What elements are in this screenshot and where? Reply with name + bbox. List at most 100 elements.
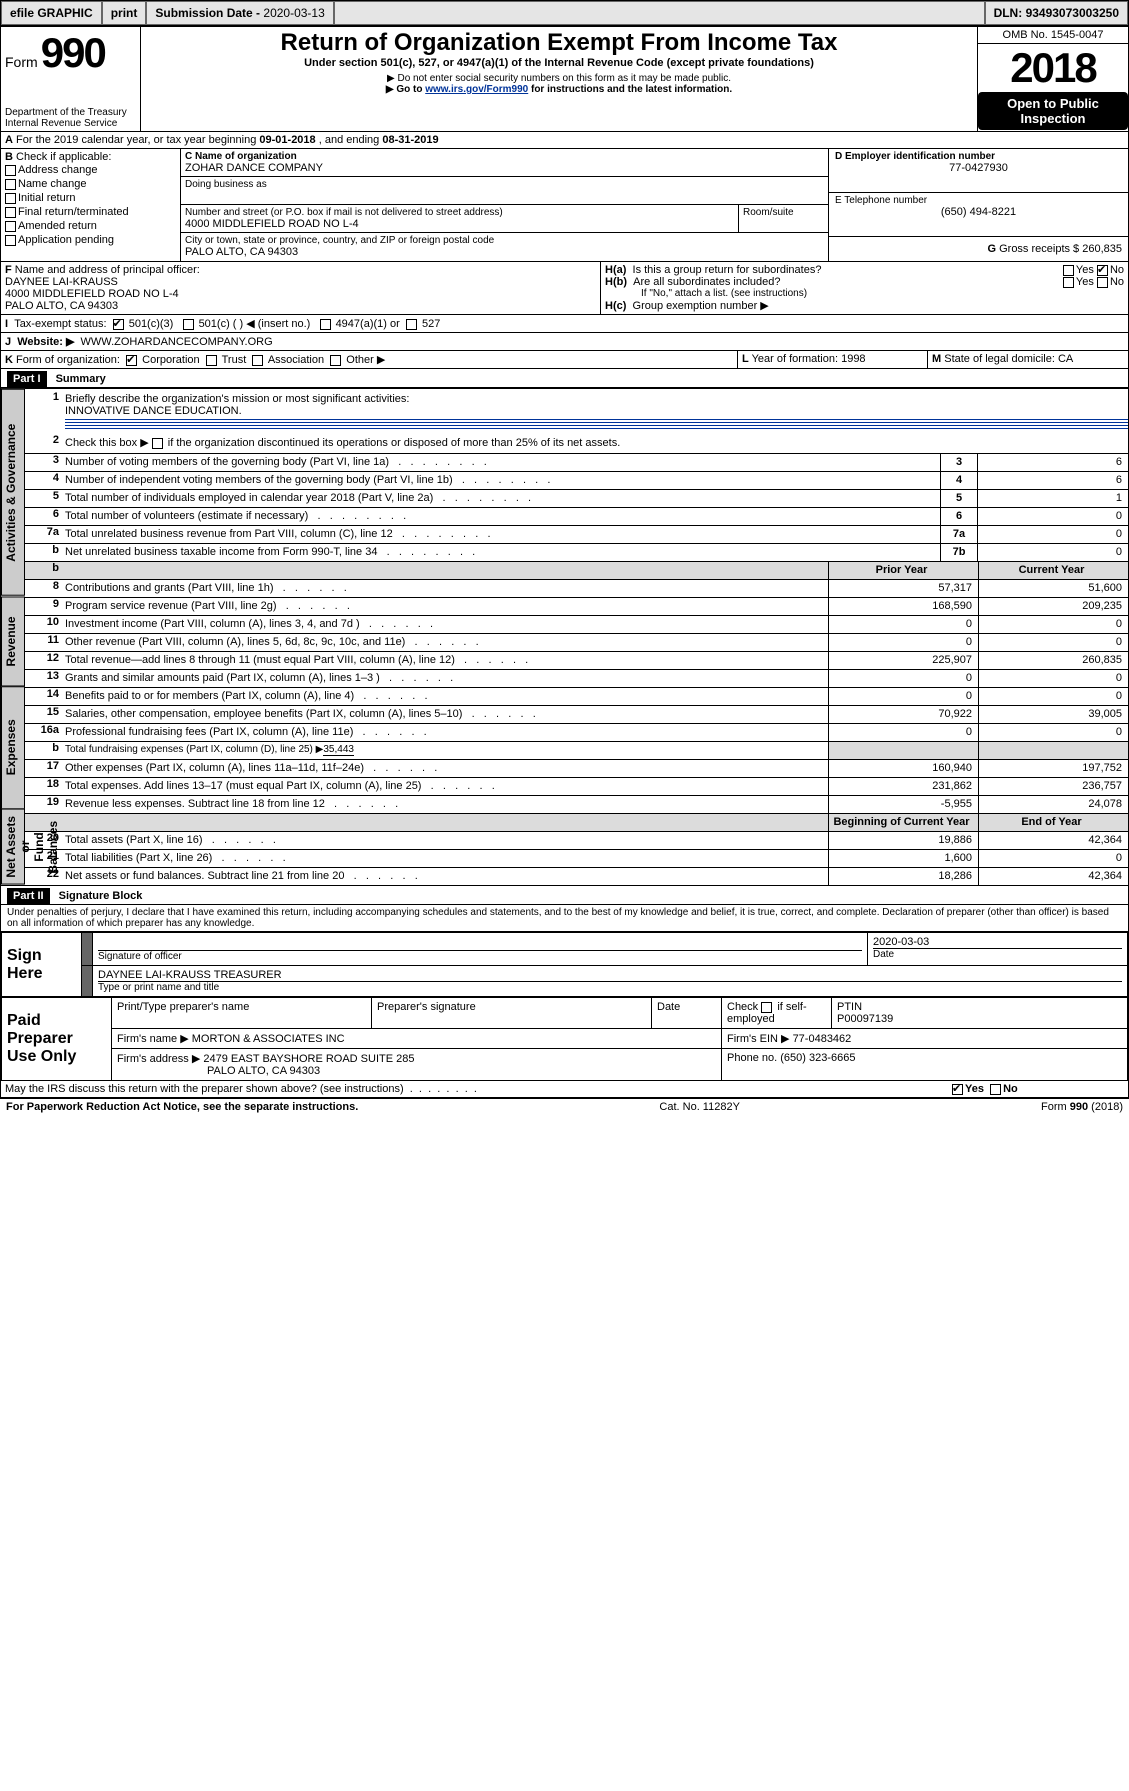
checkbox-assoc[interactable] — [252, 355, 263, 366]
efile-button[interactable]: efile GRAPHIC — [1, 1, 102, 25]
table-row: 17Other expenses (Part IX, column (A), l… — [25, 759, 1128, 777]
sign-date: 2020-03-03 — [873, 936, 1122, 948]
dln-field: DLN: 93493073003250 — [985, 1, 1128, 25]
current-value: 42,364 — [978, 868, 1128, 885]
opt-initial-return: Initial return — [5, 191, 176, 205]
checkbox-Ha-yes[interactable] — [1063, 265, 1074, 276]
line-number: 15 — [25, 706, 65, 723]
checkbox-corp[interactable] — [126, 355, 137, 366]
checkbox-Ha-no[interactable] — [1097, 265, 1108, 276]
prior-value: 57,317 — [828, 580, 978, 597]
line-label: Total number of volunteers (estimate if … — [65, 508, 940, 525]
line-A-text-b: , and ending — [319, 134, 383, 146]
table-row: 20Total assets (Part X, line 16) . . . .… — [25, 831, 1128, 849]
table-row: 3Number of voting members of the governi… — [25, 453, 1128, 471]
prior-value: -5,955 — [828, 796, 978, 813]
checkbox-trust[interactable] — [206, 355, 217, 366]
current-value: 236,757 — [978, 778, 1128, 795]
checkbox-application-pending[interactable] — [5, 235, 16, 246]
line-number: 9 — [25, 598, 65, 615]
line-value: 0 — [978, 508, 1128, 525]
prior-value: 0 — [828, 688, 978, 705]
checkbox-501c[interactable] — [183, 319, 194, 330]
checkbox-discuss-yes[interactable] — [952, 1084, 963, 1095]
line-number: 18 — [25, 778, 65, 795]
checkbox-name-change[interactable] — [5, 179, 16, 190]
partI-tab: Part I — [7, 371, 47, 387]
current-value: 209,235 — [978, 598, 1128, 615]
D-label: D Employer identification number — [835, 151, 1122, 162]
checkbox-501c3[interactable] — [113, 319, 124, 330]
line-label: Grants and similar amounts paid (Part IX… — [65, 670, 828, 687]
form-number: 990 — [41, 29, 105, 76]
header-row: Form 990 Department of the Treasury Inte… — [1, 27, 1128, 132]
Hb-line: H(b) Are all subordinates included? Yes … — [605, 276, 1124, 288]
checkbox-other[interactable] — [330, 355, 341, 366]
block-B: B Check if applicable: Address change Na… — [1, 149, 181, 261]
firm-name: MORTON & ASSOCIATES INC — [192, 1033, 345, 1045]
line-number: 17 — [25, 760, 65, 777]
line-label: Revenue less expenses. Subtract line 18 … — [65, 796, 828, 813]
tax-year: 2018 — [978, 44, 1128, 92]
submission-date-label: Submission Date - — [155, 6, 263, 20]
print-button[interactable]: print — [102, 1, 147, 25]
current-value: 0 — [978, 724, 1128, 741]
line-label: Benefits paid to or for members (Part IX… — [65, 688, 828, 705]
irs-link[interactable]: www.irs.gov/Form990 — [425, 84, 528, 95]
officer-name-title-label: Type or print name and title — [98, 982, 1122, 993]
line-label: Total number of individuals employed in … — [65, 490, 940, 507]
checkbox-discuss-no[interactable] — [990, 1084, 1001, 1095]
current-value: 51,600 — [978, 580, 1128, 597]
C-addr-label: Number and street (or P.O. box if mail i… — [185, 207, 734, 218]
Hb-note: If "No," attach a list. (see instruction… — [605, 288, 1124, 299]
checkbox-amended-return[interactable] — [5, 221, 16, 232]
checkbox-initial-return[interactable] — [5, 193, 16, 204]
current-value: 24,078 — [978, 796, 1128, 813]
open-to-public-badge: Open to Public Inspection — [978, 92, 1128, 130]
line-label: Investment income (Part VIII, column (A)… — [65, 616, 828, 633]
org-city: PALO ALTO, CA 94303 — [185, 246, 824, 258]
table-row: 21Total liabilities (Part X, line 26) . … — [25, 849, 1128, 867]
state-domicile: CA — [1058, 353, 1073, 365]
perjury-statement: Under penalties of perjury, I declare th… — [1, 904, 1128, 932]
org-street: 4000 MIDDLEFIELD ROAD NO L-4 — [185, 218, 734, 230]
checkbox-527[interactable] — [406, 319, 417, 330]
checkbox-self-employed[interactable] — [761, 1002, 772, 1013]
prep-date-label: Date — [652, 998, 722, 1029]
E-label: E Telephone number — [835, 195, 1122, 206]
cat-no: Cat. No. 11282Y — [659, 1101, 740, 1113]
form-title: Return of Organization Exempt From Incom… — [145, 29, 973, 57]
checkbox-address-change[interactable] — [5, 165, 16, 176]
officer-addr1: 4000 MIDDLEFIELD ROAD NO L-4 — [5, 288, 596, 300]
checkbox-Hb-no[interactable] — [1097, 277, 1108, 288]
line-number: 7a — [25, 526, 65, 543]
current-value: 260,835 — [978, 652, 1128, 669]
tax-year-begin: 09-01-2018 — [259, 134, 315, 146]
table-row: 13Grants and similar amounts paid (Part … — [25, 669, 1128, 687]
pra-notice: For Paperwork Reduction Act Notice, see … — [6, 1101, 358, 1113]
checkbox-line2[interactable] — [152, 438, 163, 449]
prior-value: 0 — [828, 616, 978, 633]
p1-line2: 2 Check this box ▶ if the organization d… — [25, 432, 1128, 453]
line-A: A For the 2019 calendar year, or tax yea… — [1, 132, 1128, 149]
checkbox-4947[interactable] — [320, 319, 331, 330]
prior-value: 0 — [828, 724, 978, 741]
current-value: 39,005 — [978, 706, 1128, 723]
line-label: Number of independent voting members of … — [65, 472, 940, 489]
checkbox-final-return[interactable] — [5, 207, 16, 218]
table-row: 4Number of independent voting members of… — [25, 471, 1128, 489]
B-label: B — [5, 151, 13, 163]
opt-name-change: Name change — [5, 177, 176, 191]
vtab-expenses: Expenses — [1, 686, 25, 809]
form-footer: Form 990 (2018) — [1041, 1101, 1123, 1113]
sign-date-label: Date — [873, 948, 1122, 960]
line-label: Other revenue (Part VIII, column (A), li… — [65, 634, 828, 651]
checkbox-Hb-yes[interactable] — [1063, 277, 1074, 288]
C-name-label: C Name of organization — [185, 151, 824, 162]
line-value: 6 — [978, 454, 1128, 471]
sign-here-label: Sign Here — [2, 933, 82, 997]
partI-body: Activities & Governance Revenue Expenses… — [1, 388, 1128, 885]
line-value: 0 — [978, 526, 1128, 543]
table-row: 5Total number of individuals employed in… — [25, 489, 1128, 507]
top-toolbar: efile GRAPHIC print Submission Date - 20… — [0, 0, 1129, 26]
